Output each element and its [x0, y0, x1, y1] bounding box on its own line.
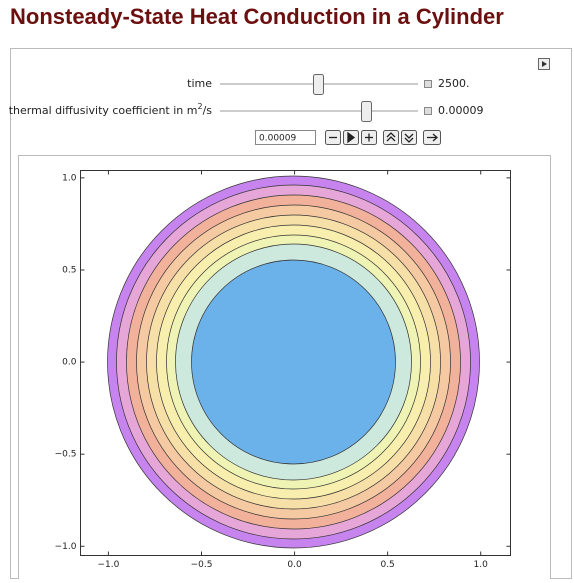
animator-icons: [329, 131, 438, 144]
contour-plot: [107, 175, 480, 549]
value-input-text: 0.00009: [259, 134, 296, 144]
diffusivity-label-sup: 2: [197, 102, 202, 111]
time-value: 2500.: [438, 77, 470, 90]
diffusivity-label: thermal diffusivity coefficient in m2/s: [9, 102, 213, 118]
diffusivity-thumb[interactable]: [361, 101, 372, 122]
y-tick-label: −1.0: [55, 542, 77, 552]
x-tick-label: −1.0: [97, 560, 119, 570]
y-tick-label: 0.5: [62, 265, 76, 275]
value-input[interactable]: [255, 130, 316, 145]
diffusivity-expand[interactable]: [424, 107, 432, 115]
plot-frame: [80, 170, 511, 556]
x-tick-label: 0.5: [380, 560, 394, 570]
time-expand[interactable]: [424, 80, 432, 88]
diffusivity-value: 0.00009: [438, 104, 484, 117]
diffusivity-label-text: thermal diffusivity coefficient in m: [9, 104, 198, 117]
contour-core: [191, 259, 396, 465]
title: Nonsteady-State Heat Conduction in a Cyl…: [10, 4, 504, 29]
menu-icon: [542, 61, 547, 67]
y-tick-label: −0.5: [55, 450, 77, 460]
y-tick-label: 0.0: [62, 358, 77, 368]
time-label: time: [187, 77, 212, 90]
y-tick-label: 1.0: [62, 173, 77, 183]
diffusivity-label-suffix: /s: [203, 104, 213, 117]
x-tick-label: 1.0: [474, 560, 489, 570]
time-thumb[interactable]: [313, 74, 324, 95]
x-tick-label: −0.5: [191, 560, 213, 570]
x-tick-label: 0.0: [287, 560, 302, 570]
